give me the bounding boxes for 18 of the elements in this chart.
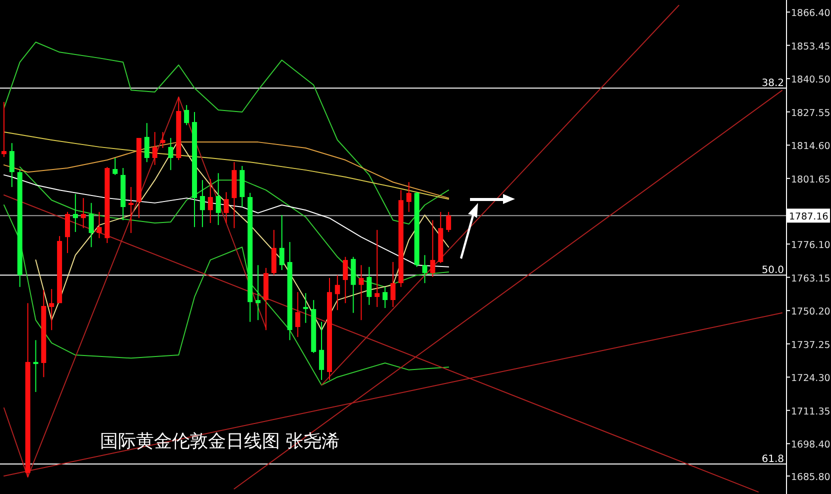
annotation: 61.8 bbox=[762, 454, 784, 465]
y-tick-label: 1866.40 bbox=[791, 8, 830, 20]
y-tick-label: 1814.60 bbox=[791, 141, 830, 152]
y-tick-label: 1737.25 bbox=[791, 340, 830, 351]
y-tick-label: 1711.35 bbox=[791, 406, 830, 418]
y-tick-label: 1685.80 bbox=[791, 472, 830, 484]
annotation: 50.0 bbox=[762, 265, 784, 276]
annotation: 38.2 bbox=[762, 78, 784, 90]
y-tick-label: 1840.50 bbox=[791, 74, 830, 86]
y-tick-label: 1801.65 bbox=[791, 174, 830, 186]
y-tick-label: 1724.30 bbox=[791, 373, 830, 384]
y-tick-label: 1827.55 bbox=[791, 108, 830, 119]
y-tick-label: 1763.15 bbox=[791, 273, 830, 284]
y-tick-label: 1776.10 bbox=[791, 240, 830, 252]
y-tick-label: 1853.45 bbox=[791, 41, 830, 52]
ref-line-label: 1787.16 bbox=[789, 212, 828, 223]
y-tick-label: 1750.20 bbox=[791, 306, 830, 318]
y-tick-label: 1698.40 bbox=[791, 440, 830, 451]
